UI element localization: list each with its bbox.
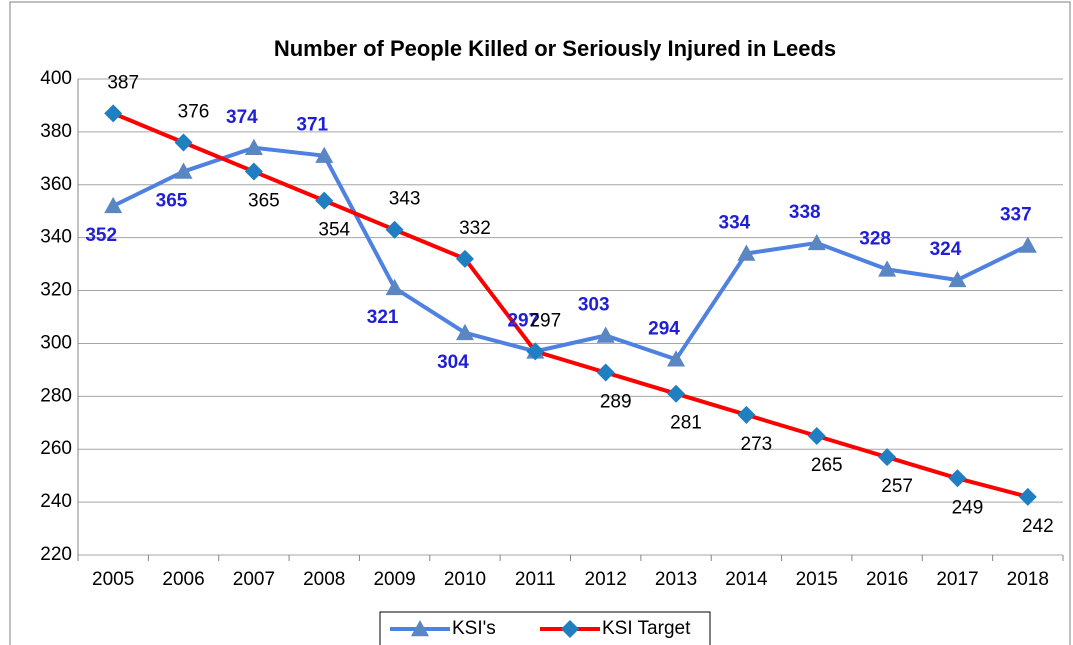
- x-tick-label: 2018: [1007, 569, 1049, 590]
- y-tick-label: 320: [40, 280, 72, 301]
- y-tick-label: 240: [40, 491, 72, 512]
- x-tick-label: 2013: [655, 569, 697, 590]
- x-tick-label: 2007: [233, 569, 275, 590]
- x-tick-label: 2009: [373, 569, 415, 590]
- data-label: 334: [719, 213, 751, 234]
- y-tick-label: 340: [40, 227, 72, 248]
- x-tick-label: 2012: [585, 569, 627, 590]
- marker: [878, 448, 897, 467]
- y-tick-label: 220: [40, 544, 72, 565]
- data-label: 365: [156, 191, 188, 212]
- marker: [667, 384, 686, 403]
- data-label: 289: [600, 392, 632, 413]
- x-tick-label: 2008: [303, 569, 345, 590]
- marker: [104, 196, 123, 214]
- marker: [807, 427, 826, 445]
- data-label: 376: [178, 101, 210, 122]
- marker: [667, 350, 686, 367]
- data-label: 337: [1000, 205, 1032, 226]
- x-tick-label: 2014: [725, 569, 768, 590]
- series-line: [112, 111, 1029, 499]
- x-tick-label: 2006: [162, 569, 204, 590]
- legend-marker: [411, 620, 429, 637]
- data-label: 338: [789, 202, 821, 223]
- data-label: 297: [507, 310, 539, 331]
- x-tick-label: 2010: [444, 569, 486, 590]
- x-tick-label: 2015: [796, 569, 838, 590]
- x-tick-label: 2011: [515, 569, 556, 590]
- marker: [596, 363, 615, 382]
- marker: [1018, 236, 1037, 253]
- data-label: 294: [648, 318, 680, 339]
- marker: [104, 104, 123, 123]
- x-tick-label: 2005: [92, 569, 134, 590]
- marker: [1018, 487, 1037, 506]
- marker: [385, 278, 404, 296]
- y-tick-label: 300: [40, 332, 72, 353]
- data-label: 332: [459, 218, 491, 239]
- data-label: 304: [437, 352, 469, 373]
- marker: [244, 138, 263, 155]
- y-tick-label: 280: [40, 385, 72, 406]
- marker: [948, 270, 967, 288]
- series-line: [112, 145, 1029, 362]
- y-tick-label: 260: [40, 438, 72, 459]
- data-label: 328: [859, 228, 891, 249]
- legend-label: KSI Target: [602, 618, 691, 639]
- y-tick-label: 400: [40, 68, 72, 89]
- y-tick-label: 380: [40, 121, 72, 142]
- marker: [455, 323, 474, 341]
- data-label: 371: [296, 115, 328, 136]
- marker: [948, 469, 967, 488]
- x-tick-label: 2016: [866, 569, 908, 590]
- data-label: 365: [248, 191, 280, 212]
- data-label: 242: [1022, 516, 1054, 537]
- data-label: 249: [952, 497, 984, 518]
- legend-marker: [561, 620, 579, 638]
- data-label: 343: [389, 189, 421, 210]
- data-label: 354: [318, 220, 350, 241]
- x-tick-label: 2017: [936, 569, 978, 590]
- data-label: 374: [226, 107, 258, 128]
- data-label: 324: [930, 239, 962, 260]
- data-label: 303: [578, 295, 610, 316]
- data-label: 281: [670, 413, 702, 434]
- marker: [315, 191, 334, 210]
- chart-title: Number of People Killed or Seriously Inj…: [274, 36, 836, 61]
- marker: [737, 405, 756, 424]
- legend-label: KSI's: [452, 618, 496, 639]
- marker: [174, 133, 193, 152]
- marker: [878, 260, 897, 277]
- marker: [315, 146, 334, 163]
- data-label: 257: [881, 476, 913, 497]
- data-label: 265: [811, 455, 843, 476]
- data-label: 321: [367, 307, 399, 328]
- marker: [596, 326, 615, 343]
- data-label: 387: [107, 72, 139, 93]
- marker: [807, 233, 826, 251]
- y-tick-label: 360: [40, 174, 72, 195]
- marker: [174, 162, 193, 179]
- marker: [526, 342, 545, 361]
- data-label: 297: [529, 310, 561, 331]
- marker: [737, 244, 756, 261]
- marker: [455, 249, 474, 268]
- marker: [385, 220, 404, 239]
- data-label: 273: [741, 434, 773, 455]
- marker: [244, 162, 263, 181]
- chart-border: [9, 1, 1071, 645]
- data-label: 352: [85, 225, 117, 246]
